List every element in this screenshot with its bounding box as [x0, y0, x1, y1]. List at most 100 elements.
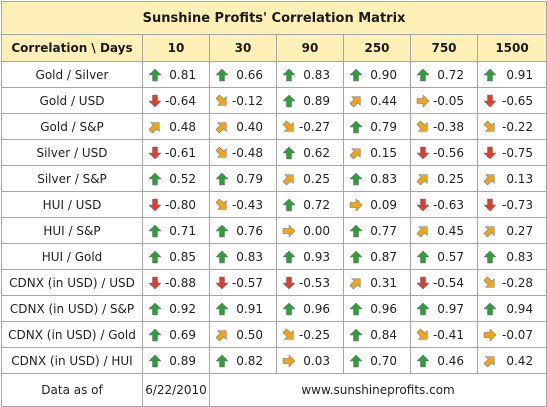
correlation-cell: -0.53 [276, 269, 344, 296]
arrow-up-icon [349, 172, 363, 186]
correlation-value: 0.84 [370, 327, 397, 342]
correlation-cell: -0.25 [276, 321, 344, 348]
correlation-cell: 0.96 [343, 295, 411, 322]
correlation-value: 0.90 [370, 67, 397, 82]
correlation-cell: -0.80 [142, 191, 210, 218]
arrow-up-icon [148, 302, 162, 316]
arrow-down-icon [215, 276, 229, 290]
correlation-cell: 0.57 [410, 243, 478, 270]
correlation-cell: 0.46 [410, 347, 478, 374]
row-label: CDNX (in USD) / USD [1, 269, 143, 296]
correlation-value: 0.71 [169, 223, 196, 238]
correlation-cell: 0.82 [209, 347, 277, 374]
correlation-cell: -0.63 [410, 191, 478, 218]
correlation-cell: -0.27 [276, 113, 344, 140]
arrow-up-right-icon [349, 96, 361, 108]
correlation-value: -0.22 [502, 119, 534, 134]
correlation-value: -0.73 [502, 197, 534, 212]
correlation-cell: -0.38 [410, 113, 478, 140]
correlation-value: 0.89 [303, 93, 330, 108]
days-header-90: 90 [276, 34, 344, 62]
correlation-value: -0.56 [432, 145, 464, 160]
correlation-cell: 0.79 [343, 113, 411, 140]
arrow-up-icon [416, 302, 430, 316]
arrow-up-icon [349, 120, 363, 134]
correlation-cell: 0.84 [343, 321, 411, 348]
correlation-value: 0.72 [437, 67, 464, 82]
correlation-cell: -0.43 [209, 191, 277, 218]
row-label: Gold / USD [1, 87, 143, 114]
arrow-up-icon [349, 224, 363, 238]
correlation-cell: -0.64 [142, 87, 210, 114]
arrow-down-icon [416, 276, 430, 290]
correlation-value: 0.91 [236, 301, 263, 316]
correlation-cell: 0.83 [276, 61, 344, 88]
table-row: HUI / USD -0.80 -0.43 0.72 0.09 -0.63 -0.73 [1, 191, 547, 218]
arrow-up-icon [483, 250, 497, 264]
correlation-value: 0.25 [303, 171, 330, 186]
correlation-value: 0.82 [236, 353, 263, 368]
correlation-cell: 0.76 [209, 217, 277, 244]
correlation-cell: 0.85 [142, 243, 210, 270]
correlation-value: 0.96 [370, 301, 397, 316]
correlation-value: 0.79 [370, 119, 397, 134]
arrow-up-icon [215, 302, 229, 316]
correlation-cell: 0.13 [476, 165, 547, 192]
row-label: Silver / USD [1, 139, 143, 166]
correlation-cell: 0.27 [476, 217, 547, 244]
arrow-up-icon [416, 68, 430, 82]
arrow-up-icon [282, 302, 296, 316]
table-row: Silver / USD -0.61 -0.48 0.62 0.15 -0.56 -0.75 [1, 139, 547, 166]
correlation-cell: -0.61 [142, 139, 210, 166]
correlation-cell: 0.89 [142, 347, 210, 374]
arrow-up-icon [215, 68, 229, 82]
arrow-down-right-icon [416, 120, 428, 132]
row-label: CDNX (in USD) / HUI [1, 347, 143, 374]
correlation-cell: 0.93 [276, 243, 344, 270]
correlation-value: 0.45 [437, 223, 464, 238]
arrow-up-right-icon [483, 174, 495, 186]
arrow-down-right-icon [483, 276, 495, 288]
correlation-value: -0.48 [231, 145, 263, 160]
correlation-value: -0.57 [231, 275, 263, 290]
correlation-cell: -0.56 [410, 139, 478, 166]
data-as-of-label: Data as of [1, 373, 143, 407]
row-label: CDNX (in USD) / S&P [1, 295, 143, 322]
correlation-value: -0.75 [502, 145, 534, 160]
correlation-value: 0.25 [437, 171, 464, 186]
table-row: CDNX (in USD) / USD -0.88 -0.57 -0.53 0.31 -0… [1, 269, 547, 296]
correlation-cell: -0.05 [410, 87, 478, 114]
correlation-value: -0.05 [432, 93, 464, 108]
arrow-up-icon [282, 198, 296, 212]
correlation-value: 0.83 [303, 67, 330, 82]
arrow-up-icon [148, 250, 162, 264]
correlation-value: 0.83 [506, 249, 534, 264]
correlation-cell: -0.12 [209, 87, 277, 114]
correlation-cell: 0.15 [343, 139, 411, 166]
days-header-250: 250 [343, 34, 411, 62]
correlation-cell: 0.09 [343, 191, 411, 218]
correlation-value: -0.63 [432, 197, 464, 212]
correlation-cell: 0.50 [209, 321, 277, 348]
correlation-cell: -0.75 [476, 139, 547, 166]
arrow-up-icon [215, 250, 229, 264]
arrow-up-right-icon [215, 330, 227, 342]
arrow-up-right-icon [282, 174, 294, 186]
correlation-value: 0.76 [236, 223, 263, 238]
correlation-value: -0.54 [432, 275, 464, 290]
arrow-down-right-icon [282, 328, 294, 340]
correlation-cell: 0.42 [476, 347, 547, 374]
data-date: 6/22/2010 [142, 373, 210, 407]
correlation-cell: 0.03 [276, 347, 344, 374]
arrow-up-icon [215, 172, 229, 186]
correlation-cell: 0.97 [410, 295, 478, 322]
correlation-value: 0.40 [236, 119, 263, 134]
correlation-cell: 0.40 [209, 113, 277, 140]
correlation-cell: 0.91 [209, 295, 277, 322]
correlation-cell: 0.45 [410, 217, 478, 244]
correlation-cell: 0.44 [343, 87, 411, 114]
arrow-up-icon [148, 172, 162, 186]
arrow-right-icon [483, 328, 497, 342]
correlation-value: -0.43 [231, 197, 263, 212]
correlation-cell: 0.25 [276, 165, 344, 192]
